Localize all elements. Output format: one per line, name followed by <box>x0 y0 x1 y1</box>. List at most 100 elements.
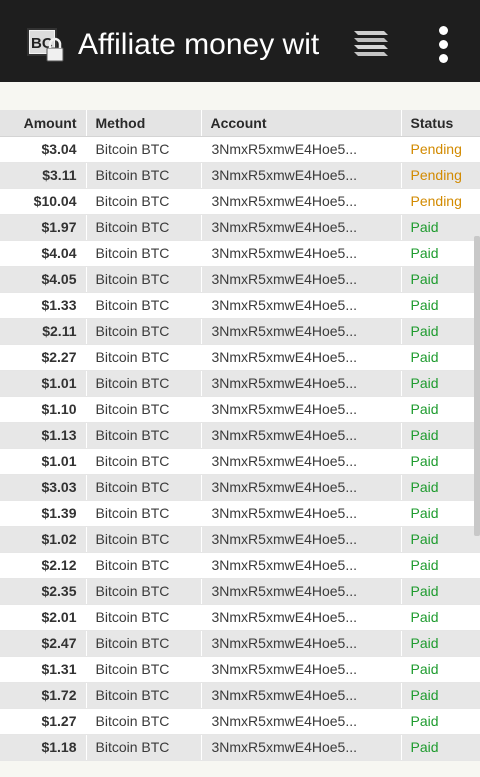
account-cell: 3NmxR5xmwE4Hoe5... <box>201 396 402 423</box>
amount-cell: $4.04 <box>0 240 87 267</box>
method-cell: Bitcoin BTC <box>86 474 202 501</box>
account-cell: 3NmxR5xmwE4Hoe5... <box>201 604 402 631</box>
method-cell: Bitcoin BTC <box>86 500 202 527</box>
method-cell: Bitcoin BTC <box>86 266 202 293</box>
amount-cell: $2.11 <box>0 318 87 345</box>
table-row[interactable]: $1.10 Bitcoin BTC 3NmxR5xmwE4Hoe5... Paid <box>0 396 480 423</box>
method-cell: Bitcoin BTC <box>86 240 202 267</box>
status-cell: Paid <box>401 578 480 605</box>
account-cell: 3NmxR5xmwE4Hoe5... <box>201 188 402 215</box>
status-cell: Pending <box>401 162 480 189</box>
account-cell: 3NmxR5xmwE4Hoe5... <box>201 708 402 735</box>
status-cell: Paid <box>401 474 480 501</box>
more-vert-icon[interactable] <box>428 22 460 66</box>
method-cell: Bitcoin BTC <box>86 188 202 215</box>
amount-cell: $1.01 <box>0 370 87 397</box>
bc-lock-icon[interactable]: BC <box>26 27 66 65</box>
table-row[interactable]: $3.11 Bitcoin BTC 3NmxR5xmwE4Hoe5... Pendin… <box>0 162 480 189</box>
table-row[interactable]: $1.31 Bitcoin BTC 3NmxR5xmwE4Hoe5... Paid <box>0 656 480 683</box>
status-cell: Paid <box>401 318 480 345</box>
status-cell: Paid <box>401 396 480 423</box>
status-cell: Paid <box>401 448 480 475</box>
account-cell: 3NmxR5xmwE4Hoe5... <box>201 318 402 345</box>
table-row[interactable]: $1.72 Bitcoin BTC 3NmxR5xmwE4Hoe5... Paid <box>0 682 480 709</box>
account-cell: 3NmxR5xmwE4Hoe5... <box>201 578 402 605</box>
amount-cell: $1.39 <box>0 500 87 527</box>
status-cell: Paid <box>401 422 480 449</box>
status-cell: Paid <box>401 604 480 631</box>
table-row[interactable]: $3.03 Bitcoin BTC 3NmxR5xmwE4Hoe5... Paid <box>0 474 480 501</box>
table-row[interactable]: $2.27 Bitcoin BTC 3NmxR5xmwE4Hoe5... Paid <box>0 344 480 371</box>
method-cell: Bitcoin BTC <box>86 292 202 319</box>
table-row[interactable]: $1.27 Bitcoin BTC 3NmxR5xmwE4Hoe5... Paid <box>0 708 480 735</box>
amount-cell: $4.05 <box>0 266 87 293</box>
scrollbar[interactable] <box>474 236 480 536</box>
amount-cell: $2.12 <box>0 552 87 579</box>
method-cell: Bitcoin BTC <box>86 344 202 371</box>
stack-icon[interactable] <box>350 25 394 63</box>
status-cell: Paid <box>401 656 480 683</box>
account-cell: 3NmxR5xmwE4Hoe5... <box>201 422 402 449</box>
table-row[interactable]: $2.01 Bitcoin BTC 3NmxR5xmwE4Hoe5... Paid <box>0 604 480 631</box>
amount-cell: $1.72 <box>0 682 87 709</box>
table-row[interactable]: $1.13 Bitcoin BTC 3NmxR5xmwE4Hoe5... Paid <box>0 422 480 449</box>
method-cell: Bitcoin BTC <box>86 448 202 475</box>
method-cell: Bitcoin BTC <box>86 552 202 579</box>
table-row[interactable]: $2.11 Bitcoin BTC 3NmxR5xmwE4Hoe5... Paid <box>0 318 480 345</box>
status-cell: Paid <box>401 240 480 267</box>
method-cell: Bitcoin BTC <box>86 604 202 631</box>
amount-cell: $1.01 <box>0 448 87 475</box>
table-row[interactable]: $1.39 Bitcoin BTC 3NmxR5xmwE4Hoe5... Paid <box>0 500 480 527</box>
table-row[interactable]: $1.01 Bitcoin BTC 3NmxR5xmwE4Hoe5... Paid <box>0 448 480 475</box>
amount-cell: $1.97 <box>0 214 87 241</box>
amount-cell: $2.35 <box>0 578 87 605</box>
method-cell: Bitcoin BTC <box>86 630 202 657</box>
amount-cell: $1.27 <box>0 708 87 735</box>
method-cell: Bitcoin BTC <box>86 136 202 163</box>
amount-cell: $1.02 <box>0 526 87 553</box>
amount-cell: $3.03 <box>0 474 87 501</box>
amount-cell: $3.04 <box>0 136 87 163</box>
status-cell: Pending <box>401 136 480 163</box>
table-row[interactable]: $4.04 Bitcoin BTC 3NmxR5xmwE4Hoe5... Paid <box>0 240 480 267</box>
payouts-table-container[interactable]: Amount Method Account Status $3.04 Bitcoi… <box>0 110 480 764</box>
table-row[interactable]: $1.33 Bitcoin BTC 3NmxR5xmwE4Hoe5... Paid <box>0 292 480 319</box>
status-cell: Paid <box>401 708 480 735</box>
table-row[interactable]: $2.47 Bitcoin BTC 3NmxR5xmwE4Hoe5... Paid <box>0 630 480 657</box>
account-cell: 3NmxR5xmwE4Hoe5... <box>201 734 402 761</box>
header-method[interactable]: Method <box>86 110 202 137</box>
account-cell: 3NmxR5xmwE4Hoe5... <box>201 344 402 371</box>
account-cell: 3NmxR5xmwE4Hoe5... <box>201 370 402 397</box>
amount-cell: $1.13 <box>0 422 87 449</box>
header-amount[interactable]: Amount <box>0 110 87 137</box>
account-cell: 3NmxR5xmwE4Hoe5... <box>201 500 402 527</box>
table-row[interactable]: $1.01 Bitcoin BTC 3NmxR5xmwE4Hoe5... Paid <box>0 370 480 397</box>
table-row[interactable]: $3.04 Bitcoin BTC 3NmxR5xmwE4Hoe5... Pendin… <box>0 136 480 163</box>
table-row[interactable]: $1.02 Bitcoin BTC 3NmxR5xmwE4Hoe5... Paid <box>0 526 480 553</box>
amount-cell: $1.18 <box>0 734 87 761</box>
method-cell: Bitcoin BTC <box>86 656 202 683</box>
header-account[interactable]: Account <box>201 110 402 137</box>
account-cell: 3NmxR5xmwE4Hoe5... <box>201 214 402 241</box>
amount-cell: $2.27 <box>0 344 87 371</box>
method-cell: Bitcoin BTC <box>86 708 202 735</box>
status-cell: Paid <box>401 344 480 371</box>
table-row[interactable]: $1.97 Bitcoin BTC 3NmxR5xmwE4Hoe5... Paid <box>0 214 480 241</box>
table-row[interactable]: $2.12 Bitcoin BTC 3NmxR5xmwE4Hoe5... Paid <box>0 552 480 579</box>
method-cell: Bitcoin BTC <box>86 526 202 553</box>
status-cell: Pending <box>401 188 480 215</box>
header-status[interactable]: Status <box>401 110 480 137</box>
table-row[interactable]: $4.05 Bitcoin BTC 3NmxR5xmwE4Hoe5... Paid <box>0 266 480 293</box>
table-row[interactable]: $1.18 Bitcoin BTC 3NmxR5xmwE4Hoe5... Paid <box>0 734 480 761</box>
amount-cell: $2.47 <box>0 630 87 657</box>
table-row[interactable]: $2.35 Bitcoin BTC 3NmxR5xmwE4Hoe5... Paid <box>0 578 480 605</box>
status-cell: Paid <box>401 526 480 553</box>
status-cell: Paid <box>401 552 480 579</box>
account-cell: 3NmxR5xmwE4Hoe5... <box>201 630 402 657</box>
status-cell: Paid <box>401 630 480 657</box>
method-cell: Bitcoin BTC <box>86 734 202 761</box>
account-cell: 3NmxR5xmwE4Hoe5... <box>201 266 402 293</box>
table-row[interactable]: $10.04 Bitcoin BTC 3NmxR5xmwE4Hoe5... Pendi… <box>0 188 480 215</box>
method-cell: Bitcoin BTC <box>86 370 202 397</box>
status-cell: Paid <box>401 266 480 293</box>
